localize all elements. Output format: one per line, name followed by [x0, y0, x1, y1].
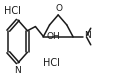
- Text: N: N: [15, 66, 21, 75]
- Text: HCl: HCl: [4, 6, 21, 16]
- Text: O: O: [55, 4, 62, 13]
- Text: OH: OH: [46, 32, 60, 41]
- Text: HCl: HCl: [43, 58, 60, 68]
- Text: N: N: [84, 31, 91, 40]
